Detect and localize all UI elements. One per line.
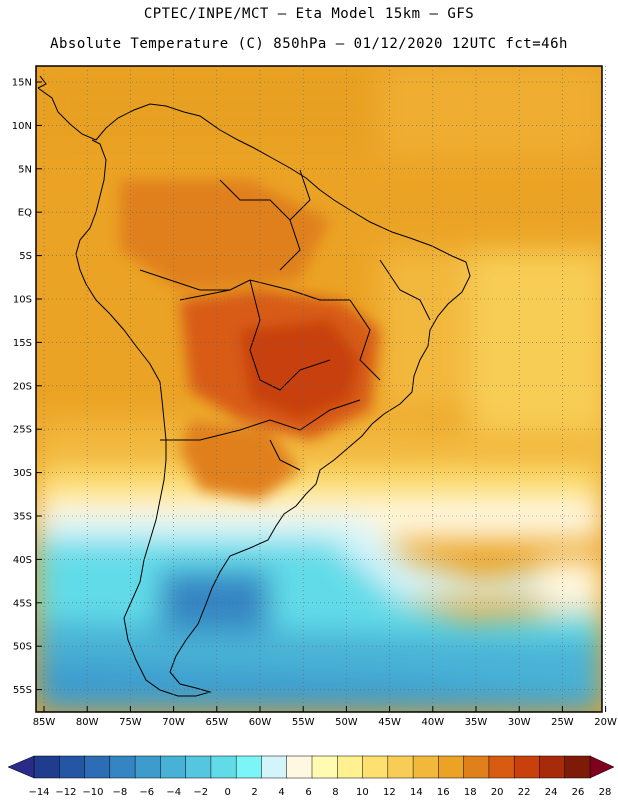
- colorbar-swatch: [362, 755, 389, 779]
- colorbar-label: 10: [356, 787, 369, 798]
- colorbar-label: −8: [112, 787, 127, 798]
- colorbar-swatch: [286, 755, 313, 779]
- colorbar: [7, 755, 615, 779]
- map-frame: [35, 65, 603, 713]
- latitude-labels: 15N 10N 5N EQ 5S 10S 15S 20S 25S 30S 35S 40S 45S 50S 5…: [12, 78, 32, 697]
- lon-label: 85W: [33, 717, 56, 728]
- lon-label: 20W: [594, 717, 617, 728]
- lat-label: 35S: [13, 512, 32, 523]
- lon-label: 65W: [205, 717, 228, 728]
- colorbar-swatch: [33, 755, 61, 779]
- lon-label: 35W: [465, 717, 488, 728]
- lon-label: 55W: [292, 717, 315, 728]
- colorbar-swatch: [539, 755, 566, 779]
- colorbar-swatch: [160, 755, 187, 779]
- coastline-and-borders: [37, 75, 471, 697]
- colorbar-swatch: [109, 755, 136, 779]
- colorbar-label: 22: [518, 787, 531, 798]
- lat-label: 50S: [13, 642, 32, 653]
- colorbar-label: −14: [28, 787, 49, 798]
- colorbar-swatch: [134, 755, 162, 779]
- lat-label: 40S: [13, 555, 32, 566]
- lat-label: 55S: [13, 685, 32, 696]
- colorbar-label: 6: [305, 787, 311, 798]
- chart-title-line-1: CPTEC/INPE/MCT – Eta Model 15km – GFS: [143, 6, 475, 22]
- colorbar-label: −4: [166, 787, 181, 798]
- colorbar-swatch: [387, 755, 414, 779]
- colorbar-swatch: [337, 755, 364, 779]
- colorbar-swatch: [438, 755, 465, 779]
- colorbar-label: 2: [251, 787, 257, 798]
- colorbar-label: −6: [139, 787, 154, 798]
- colorbar-label: −12: [55, 787, 76, 798]
- colorbar-label: 16: [437, 787, 450, 798]
- temperature-field: [36, 66, 602, 712]
- colorbar-label: 24: [545, 787, 558, 798]
- colorbar-swatch: [488, 755, 515, 779]
- lon-label: 25W: [551, 717, 574, 728]
- colorbar-label: 12: [383, 787, 396, 798]
- lat-label: 15N: [12, 78, 32, 89]
- longitude-labels: 85W 80W 75W 70W 65W 60W 55W 50W 45W 40W 35W 30W 25W 2…: [33, 717, 617, 728]
- colorbar-label: −2: [193, 787, 208, 798]
- colorbar-swatch: [261, 755, 288, 779]
- lon-label: 45W: [378, 717, 401, 728]
- colorbar-high-arrow: [589, 755, 615, 779]
- lat-label: 25S: [13, 425, 32, 436]
- lat-label: 30S: [13, 468, 32, 479]
- colorbar-swatch: [210, 755, 237, 779]
- lat-label: EQ: [18, 208, 32, 219]
- lat-label: 20S: [13, 381, 32, 392]
- colorbar-swatch: [564, 755, 591, 779]
- colorbar-label: 18: [464, 787, 477, 798]
- colorbar-swatch: [59, 755, 86, 779]
- lat-label: 5N: [18, 164, 32, 175]
- lon-label: 75W: [119, 717, 142, 728]
- colorbar-label: 0: [224, 787, 230, 798]
- lat-label: 10S: [13, 295, 32, 306]
- colorbar-swatch: [311, 755, 339, 779]
- colorbar-swatch: [412, 755, 440, 779]
- lon-label: 50W: [335, 717, 358, 728]
- colorbar-label: 26: [572, 787, 585, 798]
- colorbar-label: 8: [332, 787, 338, 798]
- map-grid: [36, 66, 607, 712]
- lon-label: 80W: [76, 717, 99, 728]
- colorbar-swatch: [84, 755, 111, 779]
- colorbar-label: 20: [491, 787, 504, 798]
- lat-label: 45S: [13, 598, 32, 609]
- chart-title-line-2: Absolute Temperature (C) 850hPa – 01/12/…: [50, 36, 568, 52]
- colorbar-labels: −14 −12 −10 −8 −6 −4 −2 0 2 4 6 8 10 12 14 16 18 20 22 24 26…: [28, 787, 611, 798]
- lat-label: 15S: [13, 338, 32, 349]
- colorbar-low-arrow: [7, 755, 35, 779]
- colorbar-label: 4: [278, 787, 284, 798]
- lon-label: 70W: [162, 717, 185, 728]
- lon-label: 40W: [421, 717, 444, 728]
- colorbar-label: 14: [410, 787, 423, 798]
- colorbar-label: −10: [82, 787, 103, 798]
- lat-label: 5S: [19, 251, 32, 262]
- lon-label: 60W: [249, 717, 272, 728]
- lat-label: 10N: [12, 121, 32, 132]
- colorbar-swatch: [235, 755, 263, 779]
- colorbar-label: 28: [599, 787, 612, 798]
- colorbar-swatch: [185, 755, 212, 779]
- lon-label: 30W: [508, 717, 531, 728]
- colorbar-swatch: [463, 755, 490, 779]
- colorbar-swatch: [513, 755, 541, 779]
